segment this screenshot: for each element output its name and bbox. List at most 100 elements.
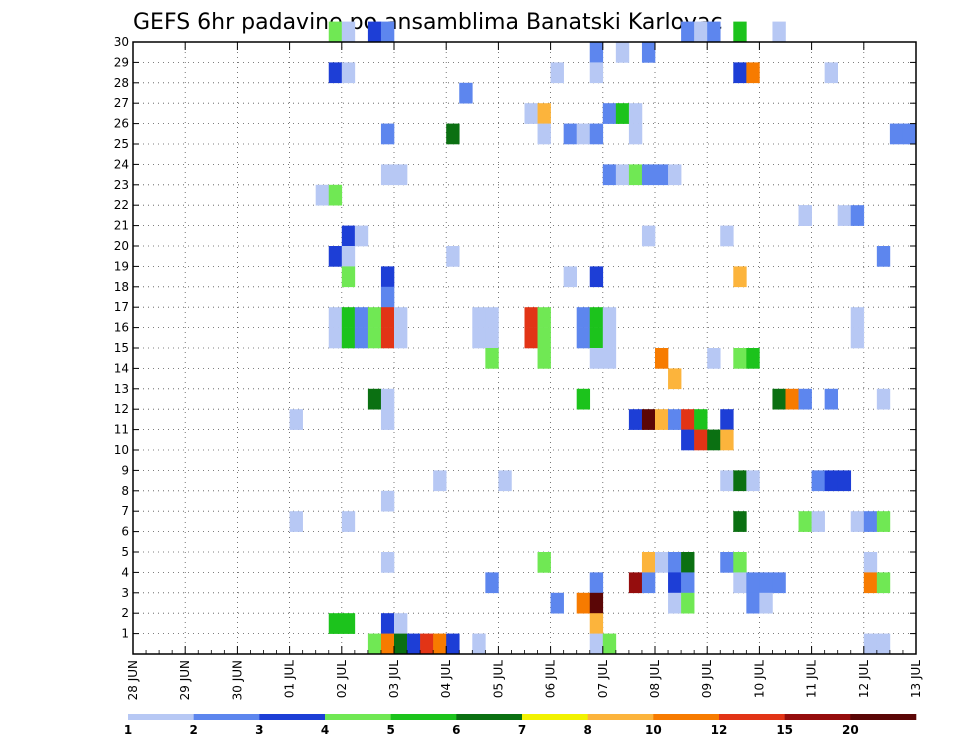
data-cell bbox=[876, 633, 891, 655]
x-tick-label: 06 JUL bbox=[544, 660, 558, 698]
data-cell bbox=[668, 592, 682, 614]
y-tick-label: 19 bbox=[114, 259, 129, 273]
data-cell bbox=[602, 103, 617, 124]
data-cell bbox=[902, 123, 917, 145]
y-tick-label: 8 bbox=[121, 484, 129, 498]
data-cell bbox=[524, 327, 538, 349]
data-cell bbox=[602, 164, 617, 186]
data-cell bbox=[341, 21, 356, 43]
data-cell bbox=[589, 348, 604, 369]
data-cell bbox=[576, 592, 591, 614]
data-cell bbox=[446, 633, 460, 655]
data-cell bbox=[380, 164, 395, 186]
data-cell bbox=[380, 307, 395, 328]
data-cell bbox=[498, 470, 512, 492]
data-cell bbox=[524, 307, 538, 328]
data-cell bbox=[641, 164, 656, 186]
data-cell bbox=[863, 572, 878, 594]
colorbar-swatch bbox=[390, 714, 457, 720]
data-cell bbox=[341, 327, 356, 349]
data-cell bbox=[289, 409, 303, 430]
data-cell bbox=[733, 62, 747, 84]
data-cell bbox=[433, 633, 447, 655]
data-cell bbox=[289, 511, 303, 532]
data-cell bbox=[850, 307, 865, 328]
data-cell bbox=[394, 633, 408, 655]
data-cell bbox=[328, 184, 343, 206]
data-cell bbox=[341, 307, 356, 328]
data-cell bbox=[707, 429, 721, 451]
data-cell bbox=[681, 21, 695, 43]
data-cell bbox=[863, 511, 878, 532]
data-cell bbox=[328, 62, 343, 84]
data-cell bbox=[380, 266, 395, 288]
data-cell bbox=[472, 327, 486, 349]
x-tick-label: 29 JUN bbox=[178, 660, 192, 700]
y-tick-label: 30 bbox=[114, 35, 129, 49]
data-cell bbox=[485, 307, 499, 328]
data-cell bbox=[354, 327, 369, 349]
data-cell bbox=[328, 327, 343, 349]
x-tick-label: 30 JUN bbox=[230, 660, 244, 700]
colorbar-swatch bbox=[259, 714, 326, 720]
y-tick-label: 10 bbox=[114, 443, 129, 457]
data-cell bbox=[746, 592, 760, 614]
colorbar-swatch bbox=[784, 714, 851, 720]
data-cell bbox=[707, 21, 721, 43]
data-cell bbox=[341, 511, 356, 532]
data-cell bbox=[628, 103, 643, 124]
data-cell bbox=[850, 205, 865, 226]
data-cell bbox=[602, 348, 617, 369]
data-cell bbox=[876, 511, 891, 532]
data-cell bbox=[837, 470, 852, 492]
data-cell bbox=[615, 42, 630, 63]
y-tick-label: 9 bbox=[121, 463, 129, 477]
data-cell bbox=[720, 409, 734, 430]
data-cell bbox=[537, 327, 551, 349]
data-cell bbox=[746, 348, 760, 369]
x-tick-label: 13 JUL bbox=[909, 660, 923, 698]
data-cell bbox=[668, 164, 682, 186]
data-cell bbox=[641, 409, 656, 430]
data-cell bbox=[798, 205, 812, 226]
x-tick-label: 01 JUL bbox=[283, 660, 297, 698]
colorbar-label: 2 bbox=[189, 723, 197, 737]
data-cell bbox=[641, 42, 656, 63]
data-cell bbox=[733, 21, 747, 43]
data-cell bbox=[863, 552, 878, 573]
colorbar-label: 5 bbox=[386, 723, 394, 737]
data-cell bbox=[824, 388, 838, 410]
colorbar-label: 15 bbox=[776, 723, 793, 737]
data-cell bbox=[380, 388, 395, 410]
y-tick-label: 20 bbox=[114, 239, 129, 253]
data-cell bbox=[589, 62, 604, 84]
y-tick-label: 25 bbox=[114, 137, 129, 151]
colorbar-label: 7 bbox=[518, 723, 526, 737]
data-cell bbox=[641, 552, 656, 573]
data-cell bbox=[563, 123, 577, 145]
data-cell bbox=[341, 246, 356, 267]
data-cell bbox=[589, 572, 604, 594]
data-cell bbox=[681, 572, 695, 594]
data-cell bbox=[394, 307, 408, 328]
data-cell bbox=[668, 368, 682, 390]
y-tick-label: 14 bbox=[114, 361, 129, 375]
x-tick-label: 28 JUN bbox=[126, 660, 140, 700]
colorbar-label: 12 bbox=[711, 723, 728, 737]
data-cell bbox=[824, 470, 838, 492]
data-cells bbox=[289, 21, 917, 655]
y-axis: 1234567891011121314151617181920212223242… bbox=[114, 35, 916, 641]
colorbar-swatch bbox=[456, 714, 523, 720]
y-tick-label: 16 bbox=[114, 321, 129, 335]
y-tick-label: 12 bbox=[114, 402, 129, 416]
data-cell bbox=[759, 592, 773, 614]
data-cell bbox=[328, 307, 343, 328]
data-cell bbox=[655, 164, 669, 186]
x-tick-label: 12 JUL bbox=[857, 660, 871, 698]
data-cell bbox=[328, 21, 343, 43]
data-cell bbox=[589, 633, 604, 655]
x-axis: 28 JUN 29 JUN 30 JUN 01 JUL 02 JUL 03 JUL 04 J… bbox=[126, 42, 923, 700]
x-tick-label: 03 JUL bbox=[387, 660, 401, 698]
colorbar-label: 10 bbox=[645, 723, 662, 737]
data-cell bbox=[589, 42, 604, 63]
